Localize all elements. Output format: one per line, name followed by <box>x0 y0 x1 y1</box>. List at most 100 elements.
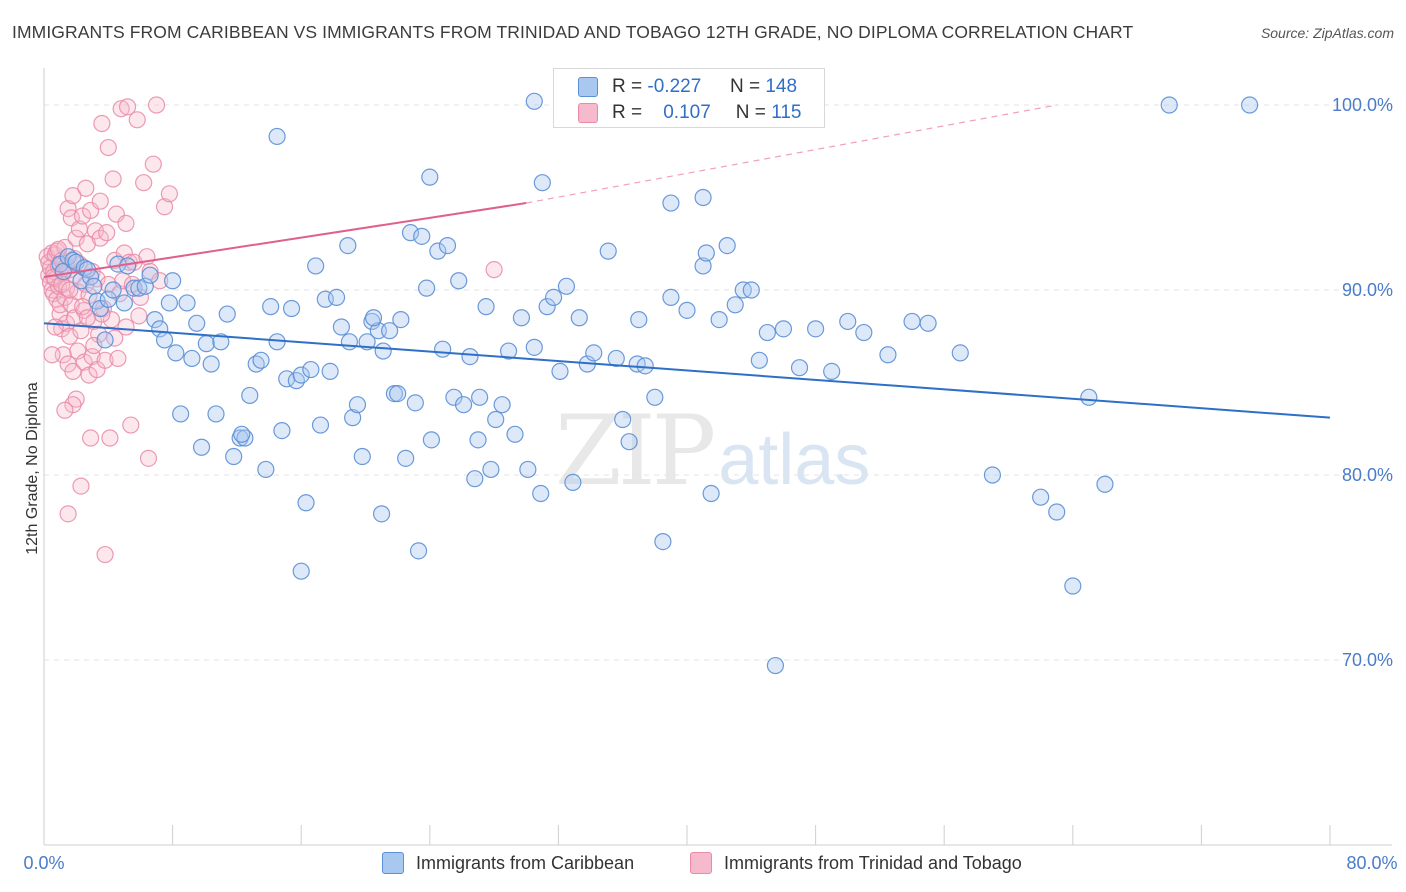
point-caribbean <box>557 277 576 295</box>
y-tick-label: 80.0% <box>1342 465 1393 485</box>
point-caribbean <box>1048 503 1066 521</box>
point-caribbean <box>519 460 537 479</box>
point-caribbean <box>774 320 793 338</box>
point-caribbean <box>339 237 357 255</box>
point-caribbean <box>790 359 809 377</box>
point-caribbean <box>461 348 479 366</box>
point-trinidad <box>118 98 137 116</box>
point-caribbean <box>1064 577 1082 595</box>
point-caribbean <box>1241 96 1259 114</box>
r-value-caribbean: -0.227 <box>647 76 702 97</box>
point-caribbean <box>252 351 270 369</box>
point-caribbean <box>178 294 196 312</box>
point-trinidad <box>46 318 64 336</box>
point-caribbean <box>321 362 339 380</box>
point-caribbean <box>146 311 164 329</box>
point-caribbean <box>212 333 230 351</box>
point-caribbean <box>307 257 325 275</box>
point-caribbean <box>482 460 500 479</box>
point-caribbean <box>718 237 736 255</box>
point-caribbean <box>544 288 563 306</box>
point-caribbean <box>469 431 487 449</box>
point-caribbean <box>758 323 776 342</box>
x-tick-label: 0.0% <box>23 853 64 873</box>
point-caribbean <box>487 410 505 429</box>
point-trinidad <box>160 185 178 203</box>
point-caribbean <box>570 309 588 327</box>
point-caribbean <box>327 288 346 306</box>
point-trinidad <box>104 170 122 188</box>
axes <box>43 68 1392 846</box>
point-caribbean <box>506 425 524 443</box>
point-caribbean <box>302 360 320 379</box>
point-caribbean <box>630 311 648 329</box>
point-caribbean <box>564 473 582 491</box>
point-caribbean <box>332 318 350 336</box>
n-value-caribbean: 148 <box>765 76 798 97</box>
point-trinidad <box>43 346 61 364</box>
point-trinidad <box>56 238 74 257</box>
point-caribbean <box>268 127 286 146</box>
point-caribbean <box>620 433 638 451</box>
point-caribbean <box>694 188 712 207</box>
point-trinidad <box>91 192 109 210</box>
point-trinidad <box>82 429 100 447</box>
point-caribbean <box>297 494 315 512</box>
point-caribbean <box>636 357 654 375</box>
point-caribbean <box>417 279 436 297</box>
point-caribbean <box>493 396 511 414</box>
point-caribbean <box>585 344 603 362</box>
stats-row-trinidad: R = 0.107 N = 115 <box>578 101 801 125</box>
point-caribbean <box>136 277 154 295</box>
point-caribbean <box>344 409 362 427</box>
point-caribbean <box>292 562 310 580</box>
series-legend: Immigrants from Caribbean Immigrants fro… <box>0 852 1406 878</box>
point-caribbean <box>499 342 518 360</box>
point-caribbean <box>207 405 225 423</box>
point-caribbean <box>202 355 220 373</box>
point-caribbean <box>983 466 1002 484</box>
point-caribbean <box>218 305 236 323</box>
point-caribbean <box>115 294 133 312</box>
legend-swatch-caribbean <box>382 852 404 874</box>
point-trinidad <box>56 401 74 419</box>
point-caribbean <box>662 194 680 212</box>
point-caribbean <box>353 447 371 466</box>
point-trinidad <box>64 362 82 380</box>
point-caribbean <box>450 272 468 290</box>
legend-item-caribbean[interactable]: Immigrants from Caribbean <box>382 852 634 874</box>
point-caribbean <box>429 242 447 260</box>
point-caribbean <box>538 298 556 316</box>
point-caribbean <box>1160 96 1178 114</box>
point-caribbean <box>172 405 190 423</box>
point-caribbean <box>726 296 744 314</box>
point-caribbean <box>551 362 569 380</box>
point-caribbean <box>197 335 215 353</box>
point-caribbean <box>533 174 551 192</box>
point-caribbean <box>471 388 489 406</box>
point-caribbean <box>233 425 251 443</box>
point-trinidad <box>77 179 95 197</box>
legend-label-caribbean: Immigrants from Caribbean <box>416 852 635 873</box>
trend-lines <box>43 104 1331 419</box>
point-caribbean <box>167 344 185 362</box>
point-trinidad <box>128 111 146 129</box>
point-trinidad <box>144 155 162 173</box>
point-trinidad <box>117 214 135 232</box>
point-caribbean <box>397 449 415 467</box>
point-caribbean <box>678 301 696 319</box>
point-caribbean <box>599 242 617 260</box>
watermark: ZIPatlas <box>555 395 870 507</box>
point-caribbean <box>372 505 391 523</box>
point-caribbean <box>903 312 921 331</box>
point-caribbean <box>1032 488 1050 506</box>
legend-item-trinidad[interactable]: Immigrants from Trinidad and Tobago <box>690 852 1022 874</box>
trend-line-trinidad-extension <box>526 104 1057 204</box>
point-trinidad <box>109 349 127 368</box>
point-trinidad <box>139 449 158 467</box>
point-caribbean <box>438 237 457 255</box>
point-caribbean <box>454 396 473 414</box>
y-tick-label: 70.0% <box>1342 650 1393 670</box>
point-caribbean <box>654 532 672 551</box>
x-tick-label: 80.0% <box>1346 853 1397 873</box>
